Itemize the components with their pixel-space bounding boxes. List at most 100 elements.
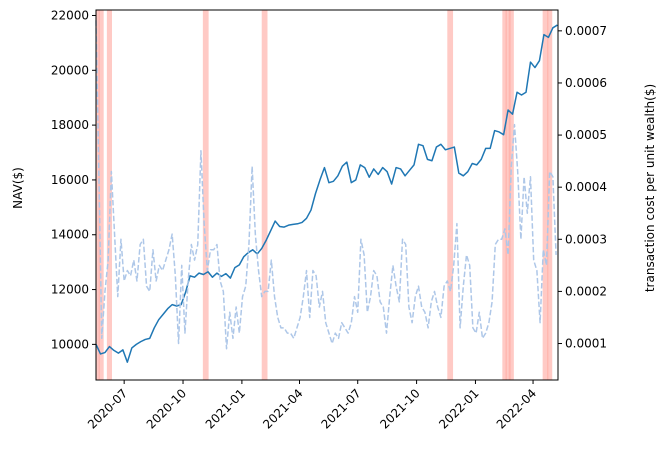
- transaction-cost-point: [188, 281, 189, 282]
- nav-point: [158, 319, 159, 320]
- nav-point: [508, 110, 509, 111]
- right-y-tick-label: 0.0003: [565, 232, 607, 246]
- transaction-cost-point: [460, 327, 461, 328]
- nav-point: [145, 339, 146, 340]
- nav-point: [140, 341, 141, 342]
- transaction-cost-point: [258, 270, 259, 271]
- nav-point: [284, 227, 285, 228]
- nav-point: [261, 248, 262, 249]
- transaction-cost-point: [127, 270, 128, 271]
- nav-point: [225, 273, 226, 274]
- transaction-cost-point: [242, 296, 243, 297]
- transaction-cost-point: [380, 301, 381, 302]
- transaction-cost-point: [284, 327, 285, 328]
- nav-point: [432, 160, 433, 161]
- transaction-cost-point: [463, 286, 464, 287]
- nav-point: [105, 352, 106, 353]
- nav-point: [369, 177, 370, 178]
- transaction-cost-point: [396, 286, 397, 287]
- nav-point: [136, 344, 137, 345]
- transaction-cost-point: [281, 327, 282, 328]
- plot-frame: [95, 9, 559, 381]
- nav-point: [539, 60, 540, 61]
- nav-point: [297, 223, 298, 224]
- transaction-cost-point: [425, 312, 426, 313]
- nav-point: [131, 348, 132, 349]
- x-tick-label: 2021-10: [377, 386, 422, 431]
- transaction-cost-point: [364, 255, 365, 256]
- transaction-cost-line: [95, 20, 557, 350]
- nav-point: [154, 328, 155, 329]
- transaction-cost-point: [402, 239, 403, 240]
- nav-point: [208, 271, 209, 272]
- transaction-cost-point: [434, 291, 435, 292]
- nav-point: [454, 147, 455, 148]
- transaction-cost-point: [370, 296, 371, 297]
- transaction-cost-point: [504, 228, 505, 229]
- nav-point: [441, 144, 442, 145]
- transaction-cost-point: [233, 338, 234, 339]
- transaction-cost-point: [194, 260, 195, 261]
- nav-point: [409, 170, 410, 171]
- transaction-cost-point: [418, 286, 419, 287]
- transaction-cost-point: [111, 171, 112, 172]
- nav-point: [342, 166, 343, 167]
- nav-point: [203, 274, 204, 275]
- transaction-cost-point: [488, 322, 489, 323]
- transaction-cost-point: [543, 249, 544, 250]
- right-y-tick-label: 0.0001: [565, 337, 607, 351]
- transaction-cost-point: [335, 333, 336, 334]
- nav-line: [95, 24, 558, 363]
- transaction-cost-point: [514, 124, 515, 125]
- transaction-cost-point: [556, 255, 557, 256]
- shaded-period: [98, 10, 104, 380]
- nav-point: [122, 349, 123, 350]
- nav-point: [364, 167, 365, 168]
- nav-point: [458, 173, 459, 174]
- right-y-tick-label: 0.0002: [565, 284, 607, 298]
- transaction-cost-point: [472, 327, 473, 328]
- transaction-cost-point: [479, 312, 480, 313]
- nav-point: [279, 226, 280, 227]
- transaction-cost-point: [105, 291, 106, 292]
- nav-point: [114, 350, 115, 351]
- transaction-cost-point: [399, 301, 400, 302]
- transaction-cost-point: [271, 260, 272, 261]
- transaction-cost-point: [501, 239, 502, 240]
- nav-point: [485, 148, 486, 149]
- shaded-period: [547, 10, 553, 380]
- nav-point: [423, 145, 424, 146]
- nav-point: [311, 210, 312, 211]
- transaction-cost-point: [121, 239, 122, 240]
- x-axis: 2020-07 2020-10 2021-01 2021-04 2021-07 2021-…: [85, 380, 539, 432]
- transaction-cost-point: [412, 322, 413, 323]
- transaction-cost-point: [297, 327, 298, 328]
- nav-point: [252, 249, 253, 250]
- right-y-axis-label: transaction cost per unit wealth($): [643, 84, 657, 292]
- transaction-cost-point: [217, 244, 218, 245]
- nav-point: [445, 149, 446, 150]
- nav-point: [239, 264, 240, 265]
- transaction-cost-point: [226, 348, 227, 349]
- right-y-axis: 0.0001 0.0002 0.0003 0.0004 0.0005 0.0006 0.00…: [558, 24, 607, 351]
- transaction-cost-point: [444, 286, 445, 287]
- transaction-cost-point: [117, 296, 118, 297]
- transaction-cost-point: [153, 249, 154, 250]
- transaction-cost-point: [530, 176, 531, 177]
- transaction-cost-point: [98, 156, 99, 157]
- shaded-periods: [96, 10, 553, 380]
- shaded-period: [542, 10, 549, 380]
- transaction-cost-point: [220, 281, 221, 282]
- nav-point: [190, 275, 191, 276]
- left-y-axis-label: NAV($): [11, 167, 25, 209]
- transaction-cost-point: [101, 338, 102, 339]
- transaction-cost-point: [316, 275, 317, 276]
- shaded-period: [202, 10, 209, 380]
- transaction-cost-point: [303, 296, 304, 297]
- nav-point: [535, 67, 536, 68]
- transaction-cost-point: [300, 317, 301, 318]
- nav-point: [463, 175, 464, 176]
- transaction-cost-point: [498, 239, 499, 240]
- transaction-cost-point: [277, 317, 278, 318]
- nav-point: [517, 92, 518, 93]
